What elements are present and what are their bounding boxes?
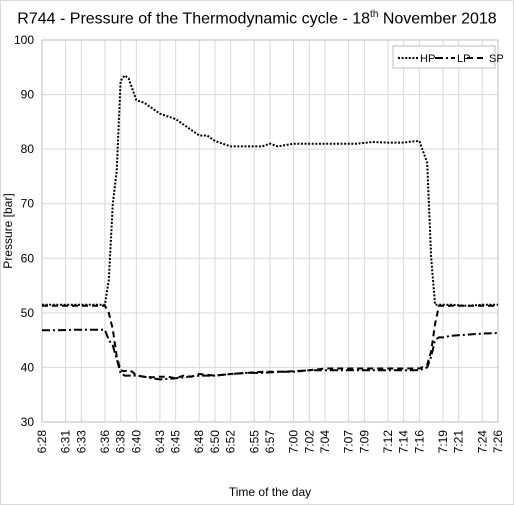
legend-label-sp: SP xyxy=(489,53,504,65)
legend-label-hp: HP xyxy=(420,53,435,65)
x-tick-label: 6:36 xyxy=(98,430,112,454)
legend-label-lp: LP xyxy=(457,53,470,65)
x-tick-label: 7:07 xyxy=(342,430,356,454)
x-tick-label: 7:21 xyxy=(452,430,466,454)
series-group xyxy=(42,74,499,381)
y-axis-ticks: 30 40 50 60 70 80 90 100 xyxy=(14,33,34,429)
x-tick-label: 7:24 xyxy=(475,430,489,454)
x-tick-label: 6:50 xyxy=(208,430,222,454)
chart-title-date: November 2018 xyxy=(378,10,497,28)
y-tick-label: 40 xyxy=(21,360,35,374)
y-tick-label: 30 xyxy=(21,415,35,429)
x-tick-label: 6:57 xyxy=(263,430,277,454)
x-tick-label: 7:00 xyxy=(287,430,301,454)
x-tick-label: 6:45 xyxy=(169,430,183,454)
y-tick-label: 50 xyxy=(21,306,35,320)
legend: HP LP SP xyxy=(392,45,504,69)
x-tick-label: 6:40 xyxy=(129,430,143,454)
x-tick-label: 6:43 xyxy=(153,430,167,454)
x-tick-label: 6:28 xyxy=(35,430,49,454)
y-tick-label: 100 xyxy=(14,33,34,47)
y-tick-label: 60 xyxy=(21,251,35,265)
x-tick-label: 6:31 xyxy=(59,430,73,454)
x-tick-label: 7:12 xyxy=(381,430,395,454)
x-tick-label: 6:55 xyxy=(247,430,261,454)
x-tick-label: 7:14 xyxy=(397,430,411,454)
x-axis-ticks: 6:28 6:31 6:33 6:36 6:38 6:40 6:43 6:45 6:48 6:50… xyxy=(35,430,505,454)
y-axis-title: Pressure [bar] xyxy=(1,193,15,268)
y-tick-label: 70 xyxy=(21,197,35,211)
series-line-hp xyxy=(42,74,498,307)
chart-title: R744 - Pressure of the Thermodynamic cyc… xyxy=(0,9,514,28)
x-tick-label: 7:09 xyxy=(357,430,371,454)
y-tick-label: 90 xyxy=(21,88,35,102)
chart-title-superscript: th xyxy=(370,9,379,20)
chart-title-main: R744 - Pressure of the Thermodynamic cyc… xyxy=(17,10,371,28)
x-axis-title: Time of the day xyxy=(229,485,311,499)
x-tick-label: 6:52 xyxy=(224,430,238,454)
x-tick-label: 7:16 xyxy=(412,430,426,454)
x-tick-label: 6:38 xyxy=(114,430,128,454)
series-line-sp xyxy=(42,304,498,380)
plot-area-border xyxy=(41,39,499,423)
x-tick-label: 6:48 xyxy=(192,430,206,454)
y-tick-label: 80 xyxy=(21,142,35,156)
x-tick-label: 6:33 xyxy=(74,430,88,454)
x-tick-label: 7:04 xyxy=(318,430,332,454)
x-tick-label: 7:19 xyxy=(436,430,450,454)
x-tick-label: 7:26 xyxy=(491,430,505,454)
legend-box xyxy=(392,45,496,69)
x-tick-label: 7:02 xyxy=(302,430,316,454)
